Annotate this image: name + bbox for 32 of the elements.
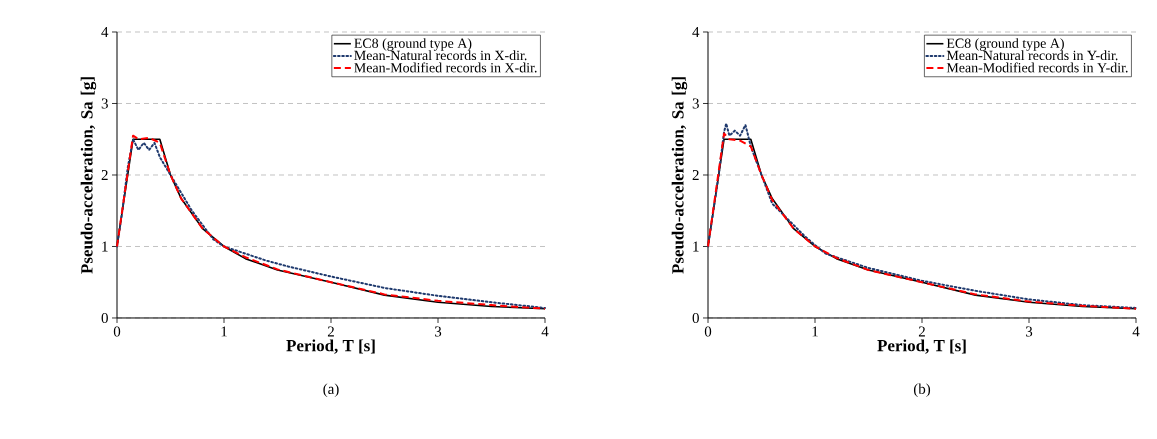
x-tick-label: 1 [812, 326, 818, 337]
legend-label: Mean-Natural records in Y-dir. [946, 50, 1118, 61]
y-tick-label: 1 [693, 241, 699, 252]
y-tick-label: 3 [101, 98, 108, 109]
x-tick-label: 3 [434, 326, 442, 337]
legend-label: Mean-Natural records in X-dir. [354, 50, 527, 61]
x-axis-title: Period, T [s] [286, 339, 375, 354]
y-tick-label: 4 [101, 27, 109, 37]
y-tick-label: 2 [101, 170, 108, 180]
y-tick-label: 1 [102, 241, 108, 252]
legend-label: EC8 (ground type A) [354, 38, 472, 51]
x-tick-label: 2 [327, 326, 334, 337]
y-axis-title: Pseudo-acceleration, Sa [g] [80, 77, 97, 274]
x-tick-label: 4 [541, 326, 549, 337]
text: (b) [913, 383, 931, 398]
x-tick-label: 0 [704, 326, 712, 337]
y-tick-label: 0 [692, 312, 699, 324]
x-axis-title: Period, T [s] [877, 339, 966, 354]
legend-label: Mean-Modified records in Y-dir. [946, 62, 1128, 73]
x-tick-label: 2 [918, 326, 925, 337]
x-tick-label: 3 [1025, 326, 1033, 337]
x-tick-label: 4 [1132, 326, 1140, 337]
y-tick-label: 4 [692, 27, 700, 37]
legend-label: Mean-Modified records in X-dir. [354, 62, 537, 73]
y-tick-label: 3 [692, 98, 699, 109]
legend-label: EC8 (ground type A) [946, 38, 1064, 51]
y-tick-label: 0 [101, 312, 108, 324]
x-tick-label: 0 [113, 326, 121, 337]
text: (a) [323, 383, 339, 398]
x-tick-label: 1 [221, 326, 227, 337]
y-axis-title: Pseudo-acceleration, Sa [g] [671, 77, 688, 274]
y-tick-label: 2 [692, 170, 699, 180]
